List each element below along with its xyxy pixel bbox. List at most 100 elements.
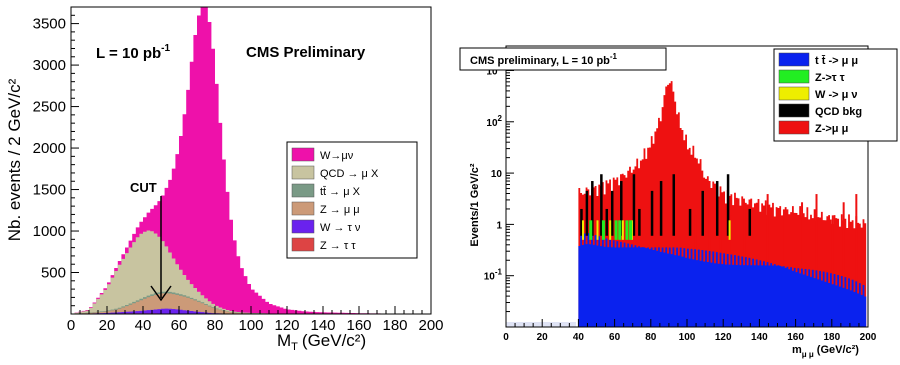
mt-y-tick-label: 3000 xyxy=(33,57,66,74)
mt-legend-items: W→μν QCD → μ X tt̄ → μ X Z → μ μ W → τ ν Z → … xyxy=(291,147,379,252)
mt-legend-box xyxy=(286,141,418,259)
mm-qcd-bin xyxy=(610,190,614,236)
mm-x-tick-label: 100 xyxy=(679,332,696,343)
mt-y-tick-label: 2500 xyxy=(33,99,66,116)
mt-x-tick-label: 200 xyxy=(418,317,443,334)
mt-x-tick-label: 140 xyxy=(310,317,335,334)
mt-legend-label: Z → τ τ xyxy=(320,240,356,252)
chart-mmumu: 0 20 40 60 80 100 120 140 160 180 200 10-1 1 10 102 10… xyxy=(459,45,898,359)
mm-ztautau-bin xyxy=(589,220,593,240)
mt-legend-swatch xyxy=(291,183,315,198)
mm-ylabel: Events/1 GeV/c² xyxy=(469,163,481,246)
mt-legend-label: QCD → μ X xyxy=(320,168,379,180)
mm-y-tick-label: 1 xyxy=(496,220,502,231)
mt-x-tick-label: 20 xyxy=(99,317,116,334)
mm-x-tick-label: 80 xyxy=(645,332,657,343)
mm-legend-swatch xyxy=(778,86,810,101)
mm-z-spike xyxy=(743,202,746,327)
mm-qcd-bin xyxy=(632,174,636,236)
mt-x-tick-label: 100 xyxy=(238,317,263,334)
mm-x-tick-label: 40 xyxy=(573,332,585,343)
mm-qcd-bin xyxy=(620,181,623,236)
mm-qcd-bin xyxy=(600,174,603,236)
mm-z-spike xyxy=(842,202,845,327)
mt-x-tick-label: 180 xyxy=(382,317,407,334)
mt-y-tick-label: 500 xyxy=(41,265,66,282)
mm-title-text: CMS preliminary, L = 10 pb xyxy=(470,55,610,67)
mt-xlabel: MT (GeV/c²) xyxy=(277,331,366,353)
mt-x-tick-label: 40 xyxy=(135,317,152,334)
mm-qcd-bin xyxy=(748,208,752,236)
mm-legend-label: W -> μ ν xyxy=(815,89,858,101)
mm-z-spike xyxy=(855,194,858,327)
mm-ztautau-bin xyxy=(625,220,629,240)
mm-qcd-bin xyxy=(659,181,663,236)
mm-legend-swatch xyxy=(778,52,810,67)
mm-x-tick-label: 140 xyxy=(751,332,768,343)
mm-ztautau-bin xyxy=(601,220,605,240)
mm-xlabel: mμ μ (GeV/c²) xyxy=(792,344,859,359)
mm-ztautau-bin xyxy=(614,220,618,240)
mt-y-tick-label: 2000 xyxy=(33,140,66,157)
mm-qcd-bin xyxy=(688,208,692,236)
mt-ylabel: Nb. events / 2 GeV/c² xyxy=(5,78,24,241)
mm-x-tick-label: 20 xyxy=(537,332,549,343)
mm-legend-label: Z->τ τ xyxy=(815,72,845,84)
mm-title-frame xyxy=(459,47,667,71)
mm-x-tick-label: 160 xyxy=(787,332,804,343)
mt-legend-swatch xyxy=(291,201,315,216)
mm-x-tick-label: 120 xyxy=(715,332,732,343)
mm-series-ttbar xyxy=(578,233,867,327)
mm-y-tick-label: 102 xyxy=(486,114,502,129)
mt-y-tick-label: 1500 xyxy=(33,182,66,199)
mm-z-spike xyxy=(831,215,834,327)
mt-legend-swatch xyxy=(291,147,315,162)
mm-series-group xyxy=(578,81,867,327)
mt-lumi-sup: -1 xyxy=(161,43,170,54)
mt-xlabel-main: M xyxy=(277,331,291,350)
mt-x-ticks: 0 20 40 60 80 100 120 140 160 180 200 xyxy=(67,306,444,334)
mm-qcd-bin xyxy=(715,181,719,236)
mm-legend-label: Z->μ μ xyxy=(815,123,848,135)
mt-legend-swatch xyxy=(291,219,315,234)
mm-qcd-bin xyxy=(585,190,589,236)
mm-z-spike xyxy=(815,194,818,327)
mm-wmunu-bin xyxy=(728,220,731,240)
mt-y-tick-label: 3500 xyxy=(33,16,66,33)
mt-xlabel-unit: (GeV/c²) xyxy=(302,331,366,350)
mm-y-tick-label: 10-1 xyxy=(484,268,503,283)
mt-x-tick-label: 80 xyxy=(207,317,224,334)
mm-legend-label: t t̄ -> μ μ xyxy=(815,55,858,67)
mt-x-tick-label: 60 xyxy=(171,317,188,334)
mm-ztautau-bin xyxy=(629,220,633,240)
mm-qcd-bin xyxy=(701,190,704,236)
mm-qcd-bin xyxy=(580,208,583,236)
mm-qcd-bin xyxy=(605,208,609,236)
mm-legend-items: t t̄ -> μ μ Z->τ τ W -> μ ν QCD bkg Z->μ μ xyxy=(778,52,862,135)
mt-cut-arrow-head xyxy=(150,285,172,302)
mm-title: CMS preliminary, L = 10 pb-1 xyxy=(470,52,618,67)
mm-legend: t t̄ -> μ μ Z->τ τ W -> μ ν QCD bkg Z->μ μ xyxy=(773,48,898,142)
mm-wmunu-bin xyxy=(582,220,585,240)
mm-qcd-bin xyxy=(591,181,594,236)
mt-xlabel-sub: T xyxy=(291,341,298,353)
mm-title-box: CMS preliminary, L = 10 pb-1 xyxy=(459,47,667,71)
mm-legend-swatch xyxy=(778,69,810,84)
mt-y-tick-label: 1000 xyxy=(33,223,66,240)
mt-legend-label: Z → μ μ xyxy=(320,204,360,216)
mt-legend-label: W → τ ν xyxy=(320,222,361,234)
mm-z-spike xyxy=(766,194,769,327)
mm-xlabel-main: m xyxy=(792,344,802,356)
mm-x-tick-label: 0 xyxy=(503,332,509,343)
mm-wmunu-bin xyxy=(596,220,599,240)
mm-legend-label: QCD bkg xyxy=(815,106,862,118)
mt-y-ticks: 500 1000 1500 2000 2500 3000 3500 xyxy=(33,14,79,307)
mt-x-tick-label: 0 xyxy=(67,317,75,334)
mt-legend-label: W→μν xyxy=(320,150,354,162)
mm-x-tick-label: 60 xyxy=(609,332,621,343)
mm-wmunu-bin xyxy=(609,220,612,240)
mm-legend-swatch xyxy=(778,120,810,135)
mm-qcd-bin xyxy=(726,174,730,236)
mt-cut-label: CUT xyxy=(130,180,157,195)
